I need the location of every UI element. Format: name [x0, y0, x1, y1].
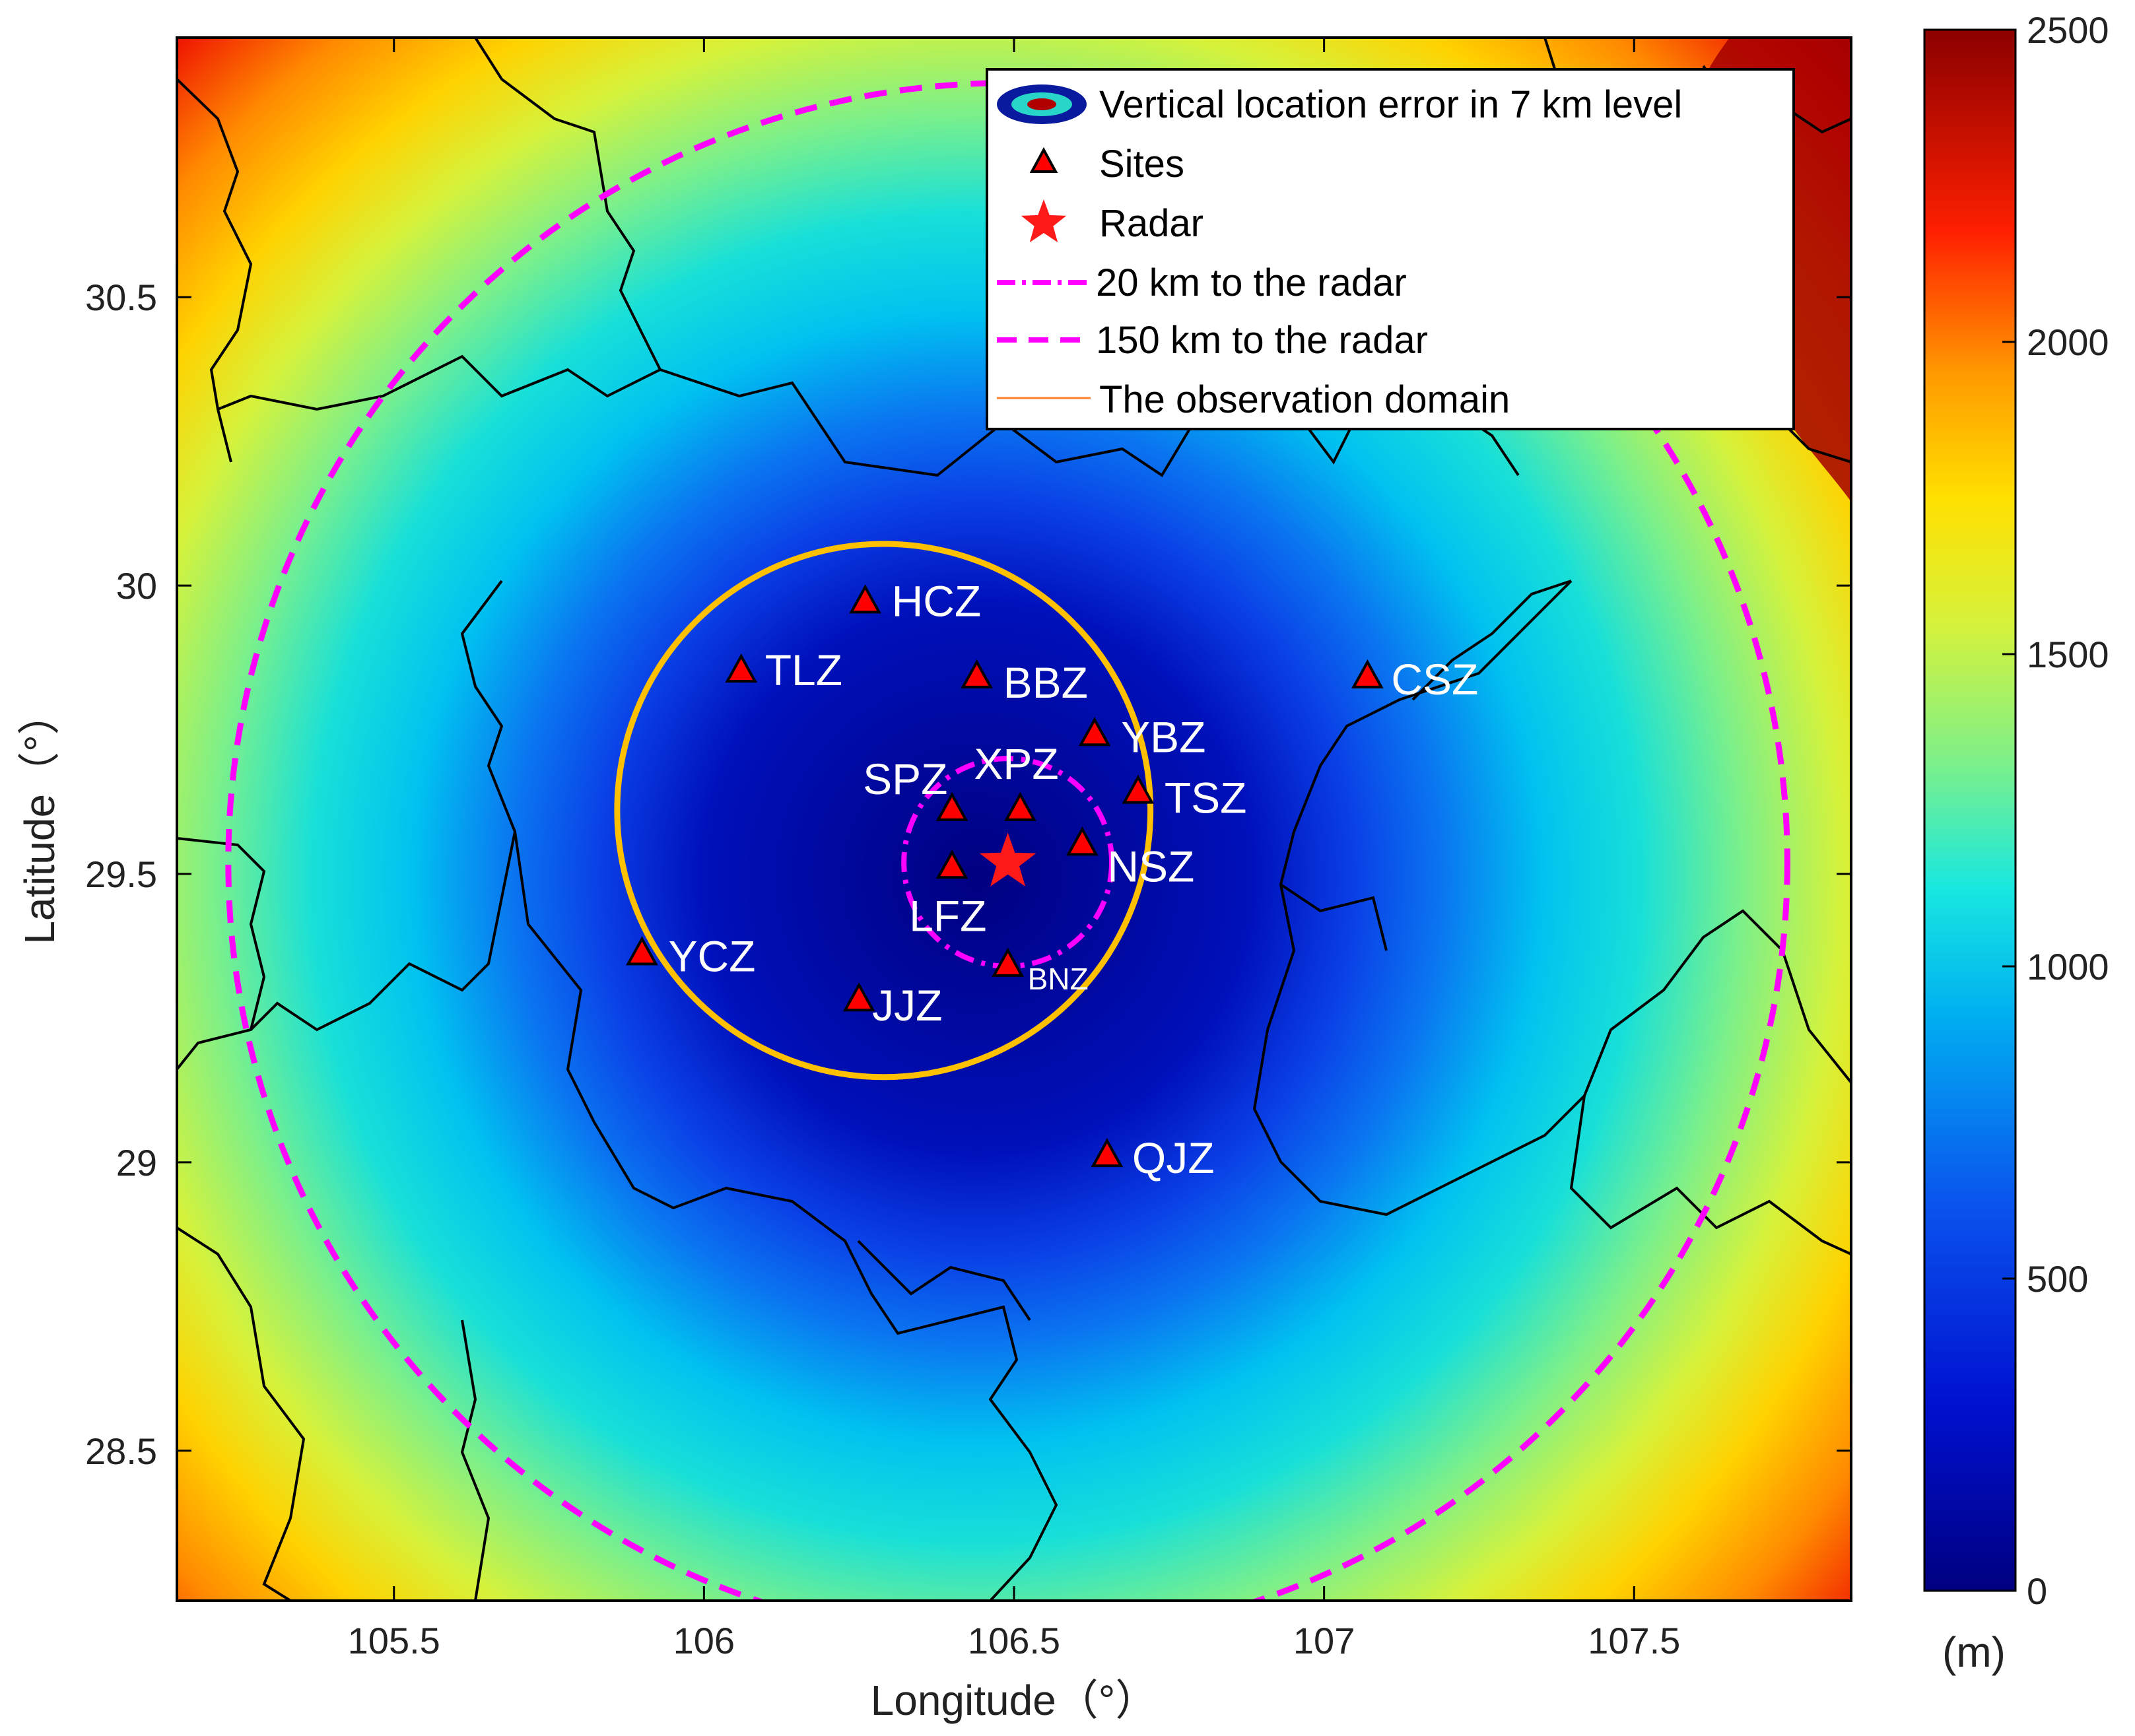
legend-star-icon — [1021, 199, 1067, 243]
y-axis-title: Latitude（°） — [16, 692, 63, 944]
y-ticks: 28.5 29 29.5 30 30.5 — [85, 277, 1851, 1472]
x-tick-label: 107 — [1293, 1620, 1355, 1661]
legend-label-radar: Radar — [1099, 202, 1203, 245]
site-label-ybz: YBZ — [1121, 712, 1205, 761]
site-label-xpz: XPZ — [974, 739, 1058, 788]
colorbar-ticks: 0 500 1000 1500 2000 2500 — [2002, 9, 2109, 1612]
colorbar-gradient — [1923, 28, 2017, 1592]
site-marker-ybz — [1078, 717, 1111, 747]
legend-item-sites: Sites — [1029, 143, 1184, 185]
legend-label-error: Vertical location error in 7 km level — [1099, 83, 1682, 126]
y-tick-label: 30.5 — [85, 277, 157, 318]
x-axis-title: Longitude（°） — [871, 1677, 1158, 1724]
site-marker-spz — [935, 791, 968, 821]
site-marker-bnz — [992, 947, 1024, 977]
colorbar-tick-label: 2500 — [2027, 9, 2109, 51]
site-label-nsz: NSZ — [1107, 842, 1194, 890]
site-marker-jjz — [842, 982, 875, 1012]
legend-item-error: Vertical location error in 7 km level — [997, 83, 1682, 126]
site-label-csz: CSZ — [1391, 655, 1478, 704]
legend-item-150km: 150 km to the radar — [997, 319, 1428, 362]
y-tick-label: 28.5 — [85, 1430, 157, 1472]
colorbar-tick-label: 500 — [2027, 1258, 2088, 1300]
legend-label-domain: The observation domain — [1099, 378, 1510, 421]
colorbar-tick-label: 0 — [2027, 1570, 2047, 1612]
colorbar-unit: (m) — [1942, 1628, 2006, 1676]
site-label-jjz: JJZ — [872, 981, 942, 1030]
site-label-hcz: HCZ — [892, 576, 982, 625]
radar-star — [979, 832, 1036, 886]
site-label-spz: SPZ — [863, 754, 947, 803]
colorbar: 0 500 1000 1500 2000 2500 (m) — [1923, 9, 2109, 1676]
colorbar-tick-label: 1000 — [2027, 946, 2109, 987]
site-marker-bbz — [961, 659, 994, 688]
site-marker-xpz — [1004, 791, 1036, 821]
x-tick-label: 106 — [673, 1620, 735, 1661]
legend-item-radar: Radar — [1021, 199, 1203, 245]
x-tick-label: 106.5 — [968, 1620, 1060, 1661]
legend-label-20km: 20 km to the radar — [1096, 261, 1407, 304]
legend-label-sites: Sites — [1099, 143, 1184, 185]
observation-domain-circle — [614, 541, 1154, 1081]
sites-layer: HCZ TLZ BBZ YBZ CSZ SPZ XPZ TSZ NSZ LFZ YCZ BNZ JJZ Q… — [626, 576, 1478, 1182]
site-marker-nsz — [1066, 826, 1099, 856]
site-label-bnz: BNZ — [1028, 962, 1089, 996]
legend-triangle-icon — [1029, 147, 1058, 173]
site-label-tsz: TSZ — [1165, 774, 1247, 822]
site-marker-ycz — [626, 936, 658, 966]
y-tick-label: 29.5 — [85, 853, 157, 895]
site-marker-csz — [1351, 659, 1384, 688]
legend-label-150km: 150 km to the radar — [1096, 319, 1428, 362]
x-ticks: 105.5 106 106.5 107 107.5 — [348, 38, 1680, 1661]
site-label-bbz: BBZ — [1003, 658, 1088, 707]
site-label-tlz: TLZ — [765, 646, 842, 694]
site-label-lfz: LFZ — [909, 891, 986, 940]
site-marker-tsz — [1122, 774, 1155, 804]
x-tick-label: 107.5 — [1588, 1620, 1680, 1661]
legend-box — [986, 68, 1795, 430]
legend-item-domain: The observation domain — [997, 378, 1510, 421]
site-label-qjz: QJZ — [1132, 1133, 1215, 1182]
x-tick-label: 105.5 — [348, 1620, 440, 1661]
y-tick-label: 29 — [116, 1142, 157, 1184]
site-marker-tlz — [725, 653, 758, 683]
site-marker-lfz — [935, 850, 968, 879]
colorbar-tick-label: 1500 — [2027, 634, 2109, 675]
site-marker-hcz — [849, 584, 881, 614]
legend-ellipse-icon-core — [1027, 98, 1056, 110]
colorbar-tick-label: 2000 — [2027, 321, 2109, 363]
y-tick-label: 30 — [116, 565, 157, 607]
site-label-ycz: YCZ — [668, 931, 755, 980]
legend: Vertical location error in 7 km level Si… — [986, 68, 1795, 430]
legend-item-20km: 20 km to the radar — [997, 261, 1407, 304]
site-marker-qjz — [1091, 1138, 1124, 1168]
